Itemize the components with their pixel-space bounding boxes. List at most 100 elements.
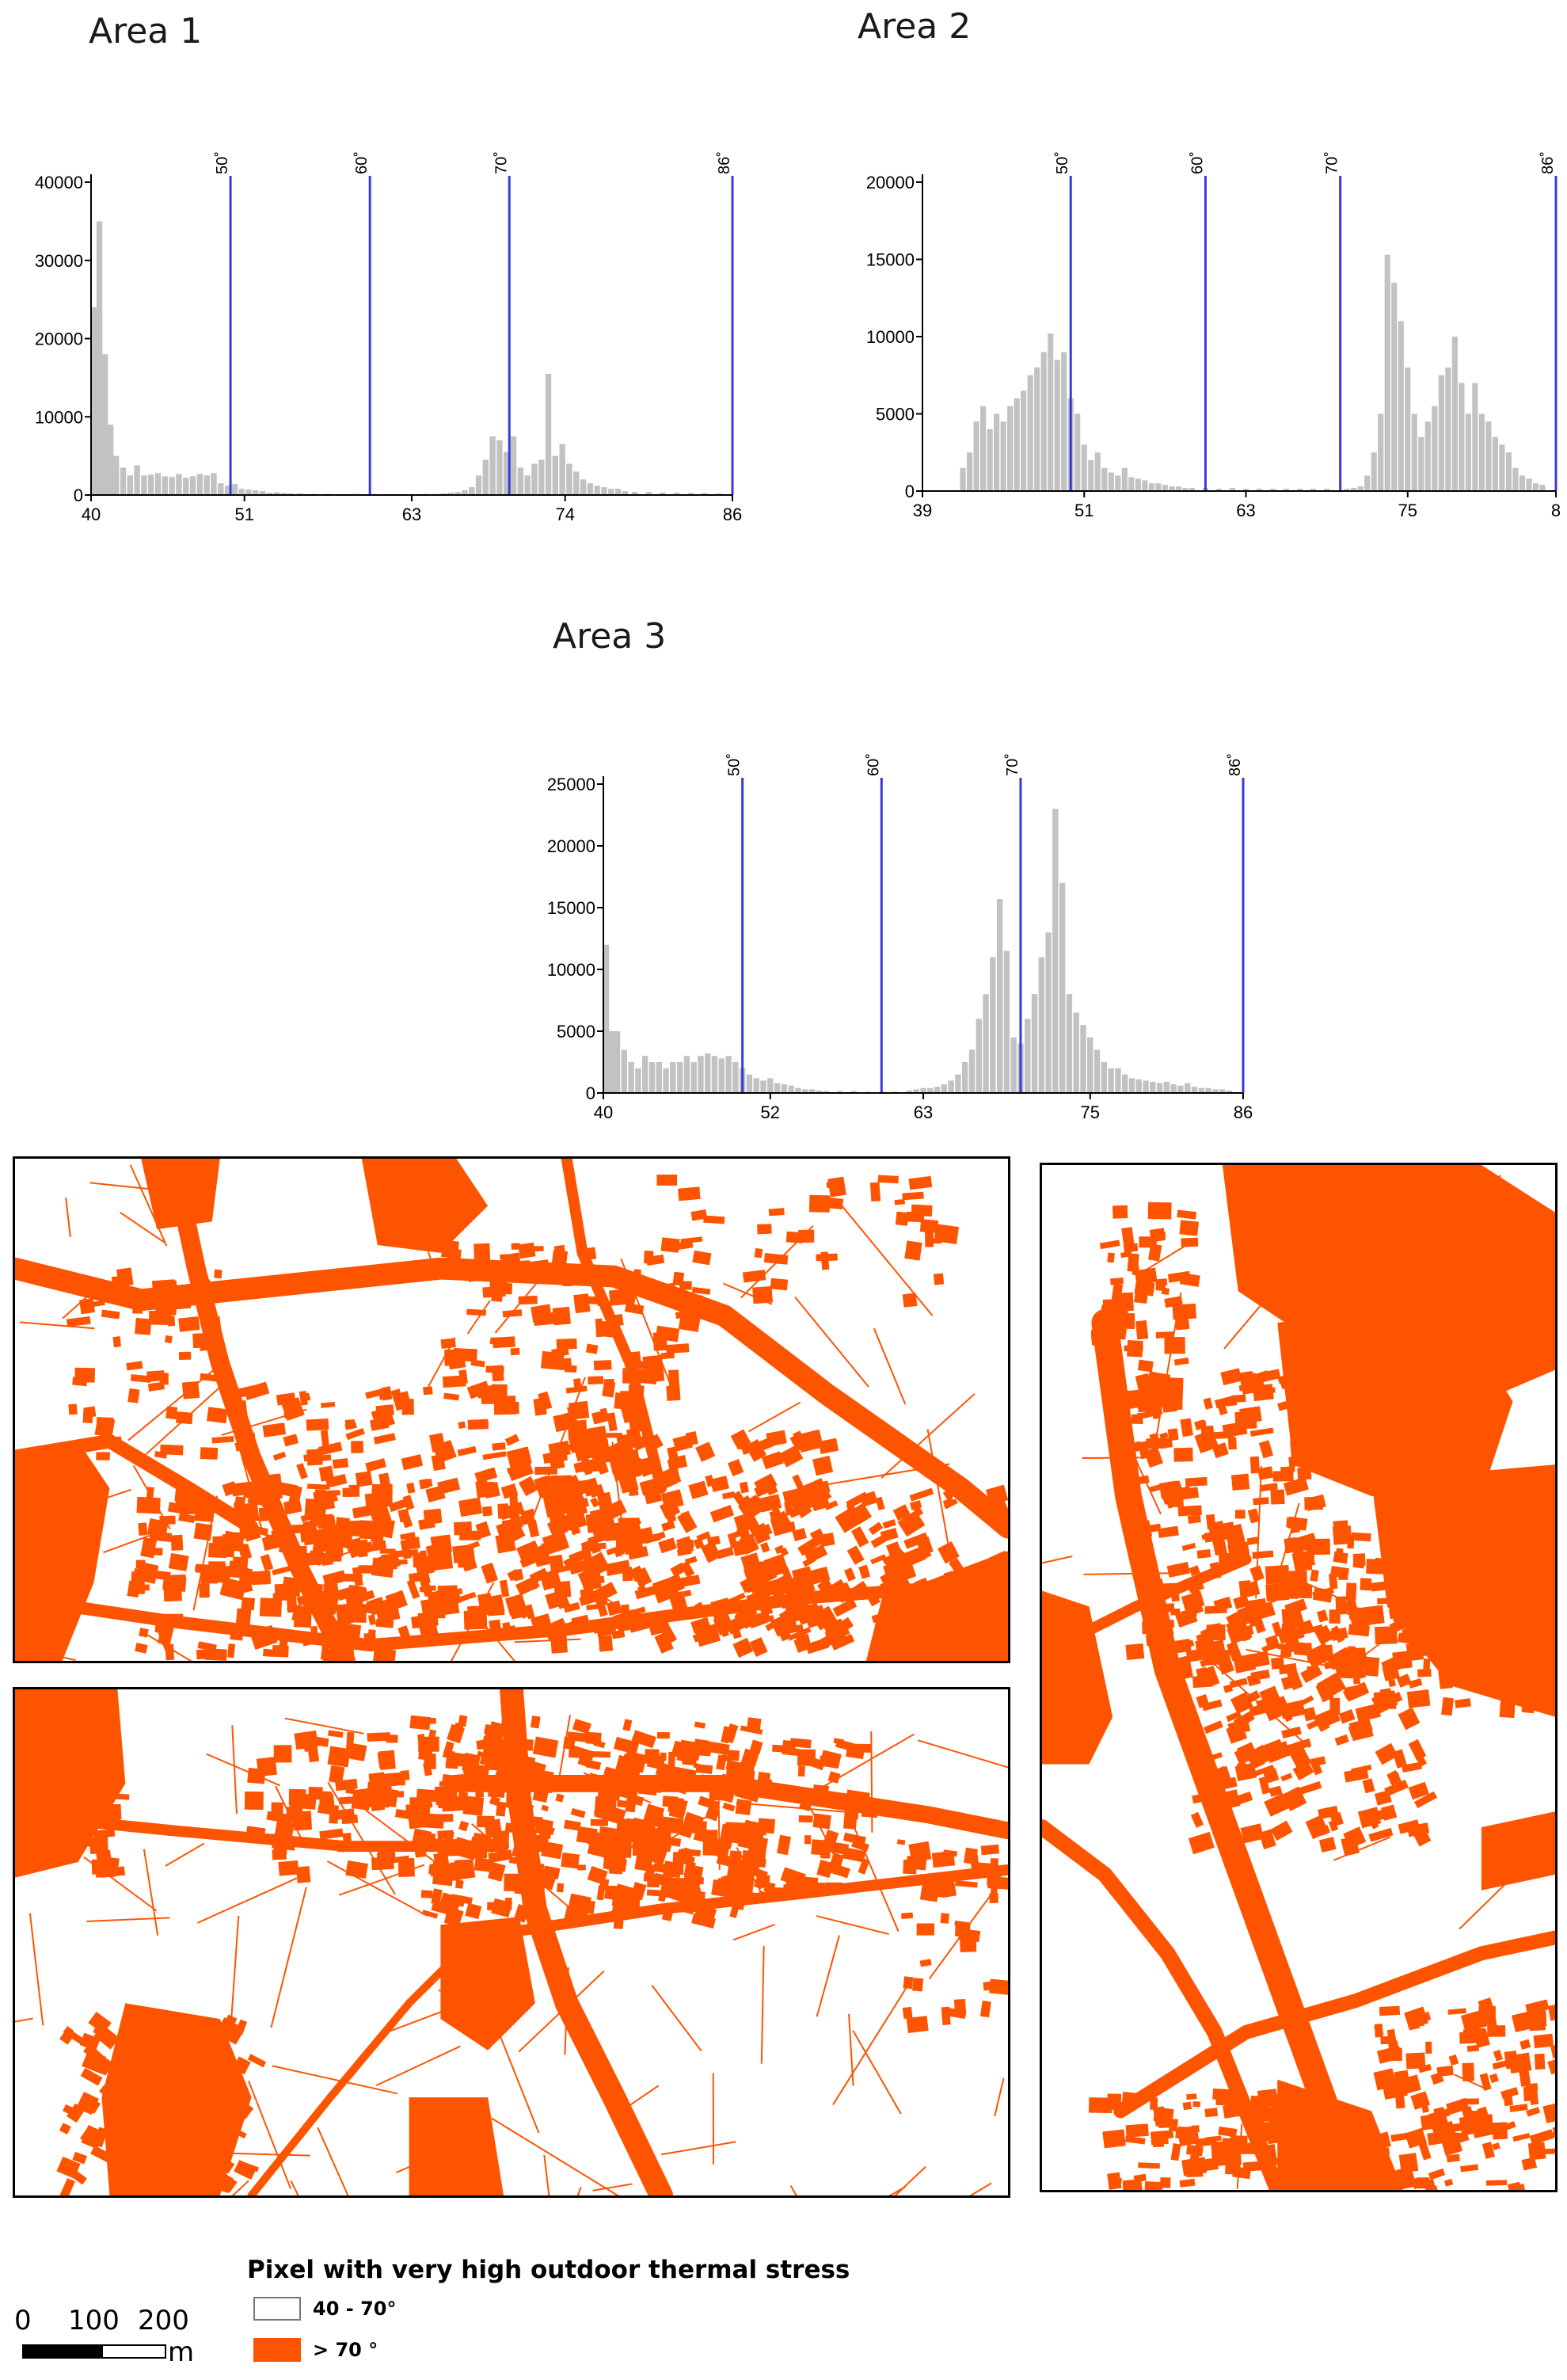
map-building [451,1894,473,1905]
map-building [1478,1997,1493,2011]
map-building [342,1833,352,1845]
map-line [611,1441,622,1522]
map-building [1234,1762,1257,1782]
map-building [643,1803,665,1826]
map-building [1519,2070,1531,2087]
map-building [40,1854,51,1867]
map-building [618,1473,639,1494]
map-building [1102,1298,1127,1309]
histogram-bar [101,354,108,495]
histogram-bar [673,493,680,495]
map-building [1408,1781,1429,1800]
map-building [750,1615,774,1626]
map-building [139,1628,149,1638]
map-building [417,1840,428,1857]
map-building [340,1524,362,1537]
map-building [517,1603,530,1619]
map-building [868,1521,884,1536]
map-building [1381,1804,1398,1821]
map-building [130,1374,151,1383]
map-building [93,2024,120,2050]
histogram-bar [996,899,1003,1093]
map-building [302,1583,323,1602]
map-building [207,2039,229,2054]
map-building [668,1590,688,1613]
histogram-bar [1242,489,1249,491]
map-building [441,1598,460,1616]
map-building [406,1482,416,1494]
map-building [1409,1643,1425,1655]
map-building [563,1905,588,1926]
map-building [1506,1623,1527,1643]
map-line [812,1733,915,1794]
histogram-bar [1499,444,1505,491]
histogram-bar [980,406,987,491]
map-building [1204,1752,1223,1762]
histogram-bar [489,436,496,495]
histogram-bar [566,463,572,495]
map-building [916,1536,934,1556]
map-building [160,1613,184,1623]
map-line [732,1924,775,1941]
map-line [1304,1582,1341,1600]
map-building [698,1795,721,1811]
map-line [62,1297,87,1319]
map-building [652,1863,669,1873]
histogram-bar [608,1031,615,1093]
map-building [1248,1370,1270,1384]
map-building [1395,2096,1405,2109]
map-building [871,1613,884,1624]
map-building [954,1920,971,1928]
map-building [510,1347,520,1356]
map-building [979,2000,991,2018]
map-building [542,1617,570,1642]
map-building [273,1836,287,1855]
histogram-bar [967,452,973,491]
threshold-label-86: 86˚ [1539,151,1557,174]
map-building [1260,1370,1280,1384]
map-building [919,1883,940,1902]
map-building [1303,1443,1318,1451]
map-building [1292,1761,1314,1781]
map-building [139,1584,150,1591]
map-building [1468,1677,1479,1690]
map-building [895,1211,909,1226]
y-tick-label: 0 [905,482,915,501]
map-building [348,1541,375,1559]
map-building [1408,1738,1427,1761]
map-line [206,1753,280,1787]
histogram-bar [1045,932,1052,1093]
map-building [378,1594,404,1613]
map-building [940,1913,949,1924]
map-building [93,1768,112,1777]
map-line [120,1211,165,1243]
map-building [1186,1602,1197,1618]
map-building [800,1616,811,1625]
map-building [1167,1655,1191,1667]
y-tick-label: 25000 [547,775,595,794]
map-building [622,1719,633,1731]
map-building [474,1467,498,1483]
map-building [345,1860,368,1879]
map-line [375,2045,461,2086]
map-building [195,1565,202,1571]
map-building [530,1784,553,1794]
map-building [66,1316,91,1327]
map-building [907,1594,920,1605]
map-building [219,1577,247,1601]
map-building [504,1897,512,1910]
map-line [888,2186,907,2195]
map-building [835,1507,861,1533]
map-building [126,1361,143,1371]
map-line [736,1802,848,1814]
map-building [388,1498,409,1513]
map-building [159,1373,169,1385]
histogram-bar [496,440,503,495]
map-building [196,2047,210,2059]
x-tick-label: 86 [723,505,742,524]
map-building [371,1856,394,1871]
histogram-bar [732,1062,739,1093]
map-building [1290,1440,1299,1460]
map-building [571,1745,595,1761]
map-building [897,1510,926,1537]
